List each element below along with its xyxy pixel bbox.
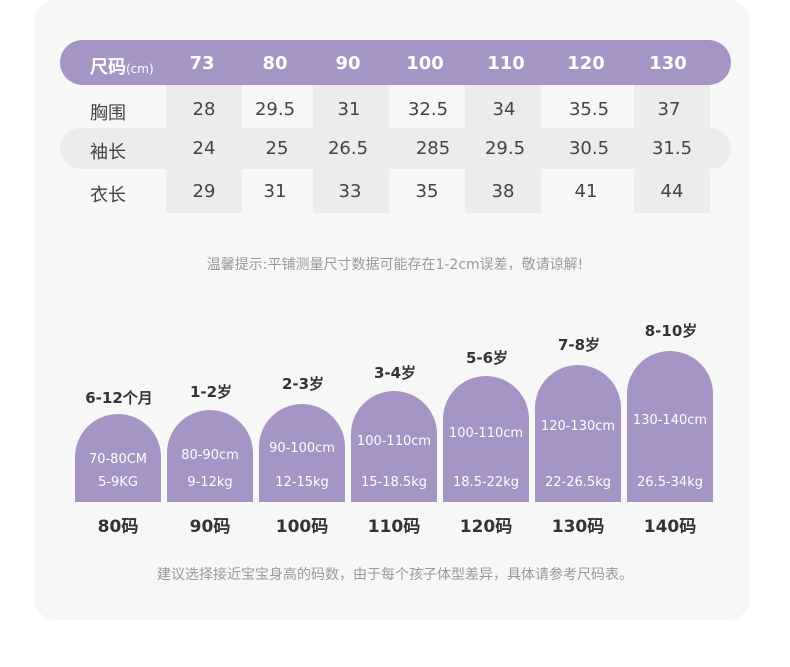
header-unit: (cm) xyxy=(126,62,154,76)
header-size-label: 尺码(cm) xyxy=(90,53,154,79)
header-size-cell: 110 xyxy=(487,53,525,74)
table-cell: 38 xyxy=(491,181,515,202)
weight-range: 22-26.5kg xyxy=(545,475,611,490)
header-size-cell: 80 xyxy=(262,53,288,74)
table-cell: 26.5 xyxy=(327,138,369,159)
size-table: 尺码(cm) 73 80 90 100 110 120 130 胸围 28 29… xyxy=(0,0,790,230)
table-header-bar xyxy=(60,40,731,85)
size-label: 130码 xyxy=(551,517,605,537)
table-cell: 34 xyxy=(492,99,516,120)
table-cell: 285 xyxy=(415,138,451,159)
row-stripe xyxy=(60,128,731,169)
height-range: 70-80CM xyxy=(88,452,148,467)
table-cell: 31 xyxy=(263,181,287,202)
size-label: 140码 xyxy=(643,517,697,537)
weight-range: 5-9KG xyxy=(98,475,138,490)
size-label: 110码 xyxy=(367,517,421,537)
table-cell: 33 xyxy=(338,181,362,202)
age-label: 2-3岁 xyxy=(281,375,325,393)
weight-range: 15-18.5kg xyxy=(361,475,427,490)
row-label-sleeve: 袖长 xyxy=(90,142,126,163)
age-label: 3-4岁 xyxy=(373,364,417,382)
table-cell: 28 xyxy=(192,99,216,120)
height-range: 130-140cm xyxy=(632,413,708,428)
table-cell: 41 xyxy=(574,181,598,202)
table-cell: 29.5 xyxy=(254,99,296,120)
height-range: 100-110cm xyxy=(356,434,432,449)
weight-range: 26.5-34kg xyxy=(637,475,703,490)
weight-range: 9-12kg xyxy=(187,475,233,490)
height-range: 100-110cm xyxy=(448,426,524,441)
age-label: 6-12个月 xyxy=(85,389,153,407)
table-cell: 29.5 xyxy=(484,138,526,159)
age-card: 120-130cm 22-26.5kg xyxy=(535,365,621,502)
size-label: 90码 xyxy=(189,517,231,537)
size-label: 120码 xyxy=(459,517,513,537)
table-cell: 37 xyxy=(657,99,681,120)
table-cell: 31 xyxy=(337,99,361,120)
header-size-cell: 100 xyxy=(406,53,444,74)
header-size-text: 尺码 xyxy=(90,57,126,78)
header-size-cell: 130 xyxy=(649,53,687,74)
size-label: 80码 xyxy=(97,517,139,537)
age-card: 70-80CM 5-9KG xyxy=(75,414,161,502)
row-label-length: 衣长 xyxy=(90,185,126,206)
measurement-tip: 温馨提示:平铺测量尺寸数据可能存在1-2cm误差，敬请谅解! xyxy=(206,257,584,273)
table-cell: 32.5 xyxy=(407,99,449,120)
weight-range: 18.5-22kg xyxy=(453,475,519,490)
age-label: 8-10岁 xyxy=(644,322,698,340)
table-cell: 35 xyxy=(415,181,439,202)
age-card: 100-110cm 15-18.5kg xyxy=(351,391,437,502)
age-card: 130-140cm 26.5-34kg xyxy=(627,351,713,502)
header-size-cell: 90 xyxy=(335,53,361,74)
bottom-note: 建议选择接近宝宝身高的码数，由于每个孩子体型差异，具体请参考尺码表。 xyxy=(157,567,633,583)
table-cell: 24 xyxy=(192,138,216,159)
table-cell: 44 xyxy=(660,181,684,202)
age-card: 80-90cm 9-12kg xyxy=(167,410,253,502)
age-label: 5-6岁 xyxy=(465,349,509,367)
table-cell: 29 xyxy=(192,181,216,202)
size-label: 100码 xyxy=(275,517,329,537)
age-label: 1-2岁 xyxy=(189,383,233,401)
header-size-cell: 120 xyxy=(567,53,605,74)
size-chart-card xyxy=(34,0,750,620)
height-range: 120-130cm xyxy=(540,419,616,434)
height-range: 90-100cm xyxy=(269,441,335,456)
age-label: 7-8岁 xyxy=(557,336,601,354)
row-label-chest: 胸围 xyxy=(90,103,126,124)
table-cell: 25 xyxy=(265,138,289,159)
height-range: 80-90cm xyxy=(181,448,239,463)
table-cell: 35.5 xyxy=(568,99,610,120)
age-card: 100-110cm 18.5-22kg xyxy=(443,376,529,502)
age-card: 90-100cm 12-15kg xyxy=(259,404,345,502)
weight-range: 12-15kg xyxy=(275,475,329,490)
header-size-cell: 73 xyxy=(189,53,215,74)
table-cell: 31.5 xyxy=(651,138,693,159)
table-cell: 30.5 xyxy=(568,138,610,159)
